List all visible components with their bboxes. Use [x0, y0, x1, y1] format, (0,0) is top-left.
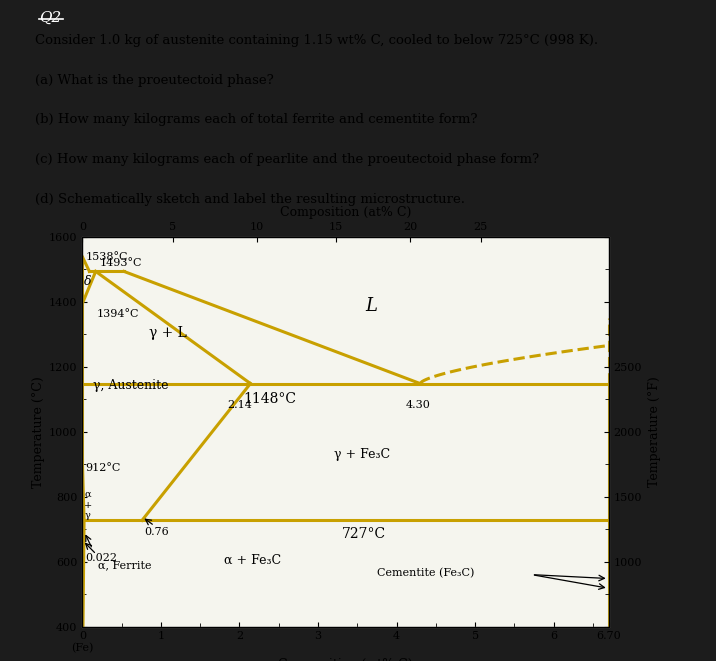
Text: 1493°C: 1493°C	[100, 258, 142, 268]
X-axis label: Composition (at% C): Composition (at% C)	[280, 206, 411, 219]
Text: 2.14: 2.14	[227, 400, 252, 410]
Text: (d) Schematically sketch and label the resulting microstructure.: (d) Schematically sketch and label the r…	[35, 192, 465, 206]
Text: α, Ferrite: α, Ferrite	[98, 560, 152, 570]
Y-axis label: Temperature (°C): Temperature (°C)	[32, 375, 45, 488]
Text: α
+
γ: α + γ	[84, 490, 92, 520]
Text: 1538°C: 1538°C	[85, 252, 128, 262]
Text: 727°C: 727°C	[342, 527, 386, 541]
Text: Q2: Q2	[39, 11, 62, 25]
Y-axis label: Temperature (°F): Temperature (°F)	[647, 376, 661, 487]
X-axis label: Composition (wt% C): Composition (wt% C)	[278, 658, 413, 661]
Text: 4.30: 4.30	[406, 400, 431, 410]
Text: 912°C: 912°C	[85, 463, 121, 473]
Text: α + Fe₃C: α + Fe₃C	[223, 553, 281, 566]
Text: γ, Austenite: γ, Austenite	[92, 379, 168, 393]
Text: Cementite (Fe₃C): Cementite (Fe₃C)	[377, 568, 474, 578]
Text: γ + Fe₃C: γ + Fe₃C	[334, 447, 390, 461]
Text: 1148°C: 1148°C	[243, 392, 296, 406]
Text: δ: δ	[84, 275, 92, 288]
Text: 0.76: 0.76	[145, 527, 169, 537]
Text: γ + L: γ + L	[149, 327, 187, 340]
Text: 0.022: 0.022	[85, 553, 117, 563]
Text: 1394°C: 1394°C	[97, 309, 139, 319]
Text: (a) What is the proeutectoid phase?: (a) What is the proeutectoid phase?	[35, 73, 274, 87]
Text: (c) How many kilograms each of pearlite and the proeutectoid phase form?: (c) How many kilograms each of pearlite …	[35, 153, 539, 166]
Text: Consider 1.0 kg of austenite containing 1.15 wt% C, cooled to below 725°C (998 K: Consider 1.0 kg of austenite containing …	[35, 34, 599, 47]
Text: L: L	[365, 297, 377, 315]
Text: (b) How many kilograms each of total ferrite and cementite form?: (b) How many kilograms each of total fer…	[35, 113, 478, 126]
